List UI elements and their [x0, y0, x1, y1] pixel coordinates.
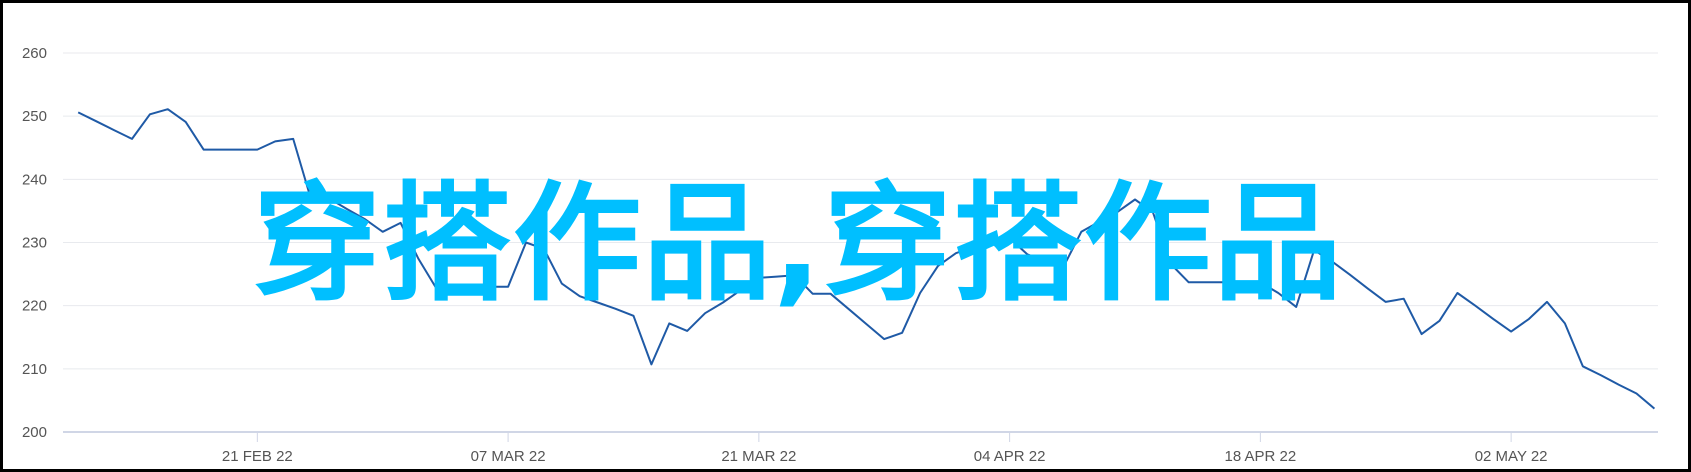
- x-tick-label: 02 MAY 22: [1475, 448, 1548, 465]
- y-tick-label: 230: [22, 235, 47, 252]
- y-tick-label: 220: [22, 298, 47, 315]
- y-tick-label: 250: [22, 108, 47, 125]
- x-tick-label: 21 MAR 22: [721, 448, 796, 465]
- x-tick-label: 18 APR 22: [1225, 448, 1297, 465]
- line-chart: 200 210 220 230 240 250 260 21 FEB 22 07 MAR 22…: [22, 45, 1658, 465]
- y-axis-ticks: 200 210 220 230 240 250 260: [22, 45, 47, 441]
- y-tick-label: 210: [22, 361, 47, 378]
- x-tick-label: 07 MAR 22: [471, 448, 546, 465]
- y-tick-label: 200: [22, 424, 47, 441]
- watermark-text: 穿搭作品,穿搭作品: [253, 170, 1344, 319]
- x-tick-label: 04 APR 22: [974, 448, 1046, 465]
- y-tick-label: 240: [22, 171, 47, 188]
- series-line-group: [77, 108, 1656, 410]
- grid-lines: [63, 52, 1658, 433]
- x-tick-label: 21 FEB 22: [222, 448, 293, 465]
- x-axis-ticks: 21 FEB 22 07 MAR 22 21 MAR 22 04 APR 22 18 A…: [222, 432, 1548, 465]
- y-tick-label: 260: [22, 45, 47, 62]
